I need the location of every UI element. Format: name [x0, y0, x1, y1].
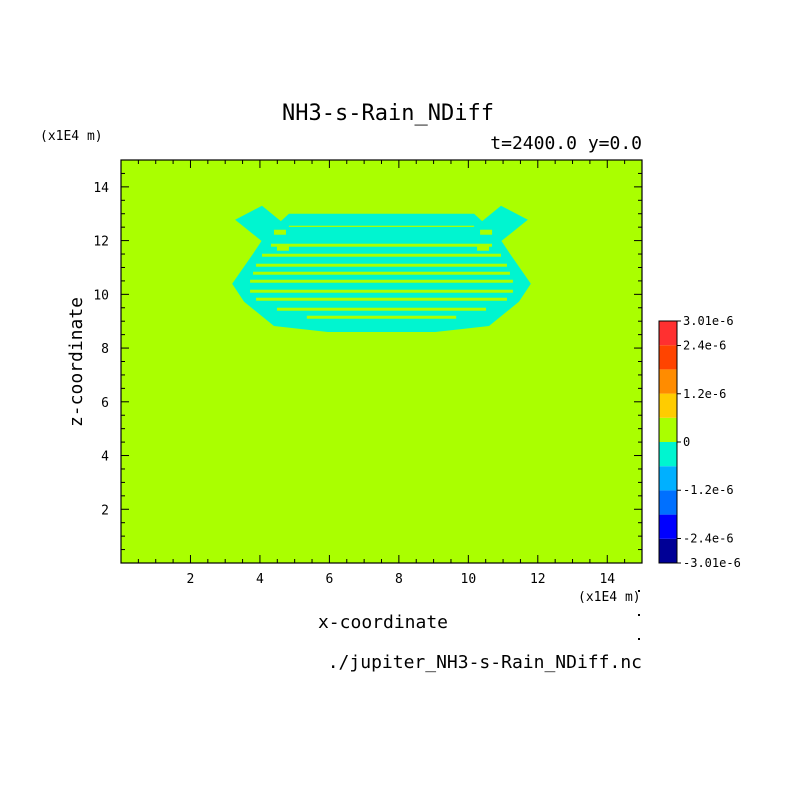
colorbar-segment — [659, 466, 677, 491]
y-tick-label: 10 — [93, 288, 109, 303]
negative-region-band — [262, 253, 501, 257]
colorbar-tick-label: 0 — [683, 435, 690, 449]
x-axis: 2 4 6 8 10 12 14 — [137, 160, 643, 587]
negative-region — [232, 205, 531, 332]
colorbar-segment — [659, 417, 677, 442]
y-tick-label: 14 — [93, 181, 109, 196]
y-tick-label: 6 — [101, 396, 109, 411]
negative-region-band — [250, 289, 513, 293]
chart-title: NH3-s-Rain_NDiff — [282, 101, 494, 126]
x-tick-label: 10 — [461, 572, 477, 587]
negative-region-band — [256, 297, 507, 301]
negative-region-band — [306, 315, 457, 319]
y-unit-label: (x1E4 m) — [40, 129, 103, 144]
colorbar-segment — [659, 345, 677, 370]
marker-dot — [638, 614, 640, 616]
chart-subtitle: t=2400.0 y=0.0 — [490, 133, 642, 154]
plot-area — [120, 159, 643, 564]
y-tick-label: 2 — [101, 503, 109, 518]
source-file-label: ./jupiter_NH3-s-Rain_NDiff.nc — [328, 652, 642, 673]
negative-region-band — [253, 271, 510, 275]
colorbar-tick-label: -2.4e-6 — [683, 531, 734, 545]
negative-region-pocket — [276, 245, 289, 251]
colorbar-tick-label: 3.01e-6 — [683, 314, 734, 328]
negative-region-pocket — [273, 229, 286, 235]
negative-region-band — [288, 225, 475, 227]
x-unit-label: (x1E4 m) — [578, 590, 641, 605]
negative-region-band — [276, 307, 487, 311]
negative-region-pocket — [480, 229, 493, 235]
colorbar: 3.01e-6 2.4e-6 1.2e-6 0 -1.2e-6 -2.4e-6 -3.01e… — [658, 314, 741, 570]
x-tick-label: 2 — [187, 572, 195, 587]
x-axis-title: x-coordinate — [318, 612, 448, 633]
negative-region-band — [256, 263, 507, 267]
x-tick-label: 14 — [599, 572, 615, 587]
colorbar-segment — [659, 514, 677, 539]
y-axis: 2 4 6 8 10 12 14 — [93, 159, 642, 551]
y-tick-label: 8 — [101, 342, 109, 357]
negative-region-band — [270, 243, 493, 247]
y-tick-label: 4 — [101, 450, 109, 465]
colorbar-tick-label: 1.2e-6 — [683, 387, 726, 401]
y-axis-title: z-coordinate — [66, 297, 87, 427]
x-tick-label: 4 — [256, 572, 264, 587]
colorbar-segment — [659, 393, 677, 418]
colorbar-segment — [659, 321, 677, 346]
colorbar-segment — [659, 442, 677, 467]
colorbar-tick-label: -1.2e-6 — [683, 483, 734, 497]
x-tick-label: 12 — [530, 572, 546, 587]
negative-region-pocket — [477, 245, 490, 251]
negative-region-band — [250, 279, 513, 283]
marker-dots — [638, 590, 640, 640]
marker-dot — [638, 590, 640, 592]
marker-dot — [638, 638, 640, 640]
colorbar-segment — [659, 538, 677, 563]
y-tick-label: 12 — [93, 235, 109, 250]
colorbar-tick-label: 2.4e-6 — [683, 339, 726, 353]
colorbar-tick-label: -3.01e-6 — [683, 556, 741, 570]
colorbar-segment — [659, 369, 677, 394]
x-tick-label: 8 — [395, 572, 403, 587]
x-tick-label: 6 — [325, 572, 333, 587]
colorbar-segment — [659, 490, 677, 515]
